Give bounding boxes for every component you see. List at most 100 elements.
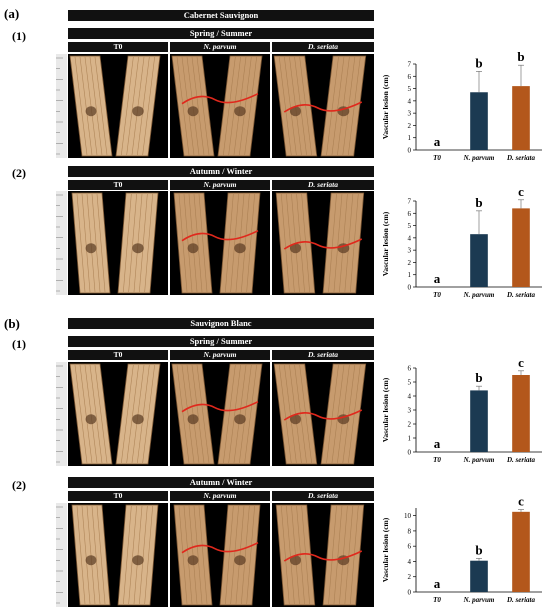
column-header-d-seriata: D. seriata: [272, 350, 374, 360]
significance-letter: c: [518, 494, 524, 509]
column-header-n-parvum: N. parvum: [170, 42, 270, 52]
bar: [512, 511, 530, 592]
y-tick-label: 0: [408, 147, 412, 155]
row-label-a1: (1): [12, 29, 26, 43]
chart-b2: Vascular lesion (cm) 0 2 4 6 8 10 T0 a N. parvum b…: [376, 494, 546, 608]
column-header-t0: T0: [68, 180, 168, 190]
y-tick-label: 7: [408, 61, 412, 69]
specimen-photo: [170, 362, 270, 466]
specimen-photo: [68, 191, 168, 295]
chart-a2: Vascular lesion (cm) 0 1 2 3 4 5 6 7 T0 a N. parvum…: [376, 184, 546, 303]
bar: [512, 375, 530, 452]
y-tick-label: 7: [408, 198, 412, 206]
specimen-photo: [272, 503, 374, 607]
x-tick-label: D. seriata: [506, 291, 536, 299]
y-tick-label: 6: [408, 73, 412, 81]
specimen-photo: [68, 503, 168, 607]
significance-letter: b: [475, 55, 482, 70]
column-header-n-parvum: N. parvum: [170, 491, 270, 501]
significance-letter: b: [475, 542, 482, 557]
y-axis-label: Vascular lesion (cm): [381, 377, 390, 442]
y-tick-label: 3: [408, 407, 412, 415]
x-tick-label: N. parvum: [463, 291, 495, 299]
x-tick-label: N. parvum: [463, 456, 495, 464]
row-label-a2: (2): [12, 166, 26, 180]
y-tick-label: 5: [408, 379, 412, 387]
column-header-t0: T0: [68, 42, 168, 52]
y-tick-label: 4: [408, 234, 412, 242]
significance-letter: b: [475, 195, 482, 210]
y-tick-label: 6: [408, 543, 412, 551]
chart-a1: Vascular lesion (cm) 0 1 2 3 4 5 6 7 T0 a N. parvum…: [376, 49, 546, 166]
y-tick-label: 4: [408, 393, 412, 401]
x-tick-label: N. parvum: [463, 596, 495, 604]
row-label-b2: (2): [12, 478, 26, 492]
column-header-n-parvum: N. parvum: [170, 180, 270, 190]
column-header-d-seriata: D. seriata: [272, 491, 374, 501]
y-tick-label: 2: [408, 421, 412, 429]
y-tick-label: 1: [408, 271, 412, 279]
x-tick-label: T0: [433, 596, 441, 604]
y-tick-label: 4: [408, 558, 412, 566]
x-tick-label: D. seriata: [506, 456, 536, 464]
specimen-photo: [170, 191, 270, 295]
y-tick-label: 2: [408, 573, 412, 581]
bar: [470, 92, 488, 150]
scale-ruler: [56, 54, 67, 158]
column-header-t0: T0: [68, 350, 168, 360]
column-header-n-parvum: N. parvum: [170, 350, 270, 360]
bar: [512, 86, 530, 150]
bar: [470, 234, 488, 287]
season-banner-a1: Spring / Summer: [68, 28, 374, 39]
significance-letter: a: [434, 271, 441, 286]
significance-letter: a: [434, 134, 441, 149]
y-tick-label: 0: [408, 589, 412, 597]
y-tick-label: 5: [408, 85, 412, 93]
season-banner-b2: Autumn / Winter: [68, 477, 374, 488]
y-tick-label: 8: [408, 527, 412, 535]
specimen-photo: [272, 54, 374, 158]
y-tick-label: 2: [408, 122, 412, 130]
y-axis-label: Vascular lesion (cm): [381, 517, 390, 582]
scale-ruler: [56, 191, 67, 295]
specimen-photo: [68, 54, 168, 158]
x-tick-label: D. seriata: [506, 154, 536, 162]
y-tick-label: 6: [408, 365, 412, 373]
significance-letter: c: [518, 184, 524, 199]
y-tick-label: 5: [408, 222, 412, 230]
specimen-photo: [68, 362, 168, 466]
x-tick-label: T0: [433, 291, 441, 299]
section-label-b: (b): [4, 316, 20, 331]
y-axis-label: Vascular lesion (cm): [381, 74, 390, 139]
y-axis-label: Vascular lesion (cm): [381, 211, 390, 276]
y-tick-label: 3: [408, 247, 412, 255]
specimen-photo: [170, 503, 270, 607]
significance-letter: c: [518, 355, 524, 370]
y-tick-label: 2: [408, 259, 412, 267]
y-tick-label: 0: [408, 284, 412, 292]
cultivar-banner-a: Cabernet Sauvignon: [68, 10, 374, 21]
column-header-d-seriata: D. seriata: [272, 42, 374, 52]
y-tick-label: 6: [408, 210, 412, 218]
specimen-photo: [170, 54, 270, 158]
x-tick-label: N. parvum: [463, 154, 495, 162]
y-tick-label: 4: [408, 97, 412, 105]
x-tick-label: T0: [433, 456, 441, 464]
y-tick-label: 1: [408, 435, 412, 443]
specimen-photo: [272, 191, 374, 295]
season-banner-b1: Spring / Summer: [68, 336, 374, 347]
section-label-a: (a): [4, 6, 20, 21]
bar: [470, 560, 488, 592]
row-label-b1: (1): [12, 337, 26, 351]
bar: [470, 390, 488, 452]
significance-letter: b: [517, 49, 524, 64]
cultivar-banner-b: Sauvignon Blanc: [68, 318, 374, 329]
column-header-d-seriata: D. seriata: [272, 180, 374, 190]
x-tick-label: T0: [433, 154, 441, 162]
season-banner-a2: Autumn / Winter: [68, 166, 374, 177]
x-tick-label: D. seriata: [506, 596, 536, 604]
bar: [512, 208, 530, 287]
column-header-t0: T0: [68, 491, 168, 501]
significance-letter: a: [434, 436, 441, 451]
significance-letter: b: [475, 370, 482, 385]
